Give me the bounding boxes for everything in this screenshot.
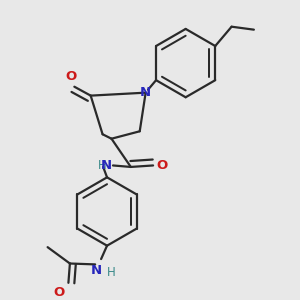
- Text: H: H: [98, 159, 107, 172]
- Text: N: N: [140, 86, 151, 99]
- Text: O: O: [66, 70, 77, 83]
- Text: H: H: [106, 266, 115, 279]
- Text: O: O: [54, 286, 65, 299]
- Text: O: O: [157, 159, 168, 172]
- Text: N: N: [101, 159, 112, 172]
- Text: N: N: [91, 263, 102, 277]
